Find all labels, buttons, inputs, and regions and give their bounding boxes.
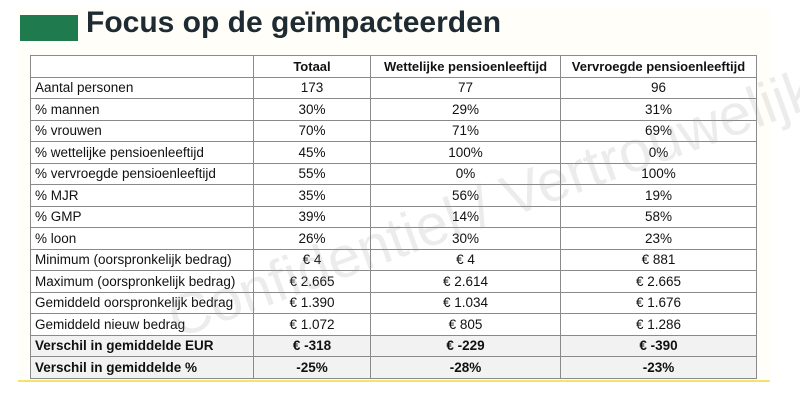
row-label: Minimum (oorspronkelijk bedrag) — [30, 248, 254, 271]
cell: 29% — [370, 98, 561, 121]
cell: 55% — [253, 162, 371, 185]
cell: 14% — [370, 205, 561, 228]
row-label: Verschil in gemiddelde % — [30, 356, 254, 379]
row-label: % MJR — [30, 184, 254, 207]
cell: 19% — [560, 184, 757, 207]
table-row: Verschil in gemiddelde % -25% -28% -23% — [30, 356, 757, 379]
cell: € 1.072 — [253, 313, 371, 336]
cell: 100% — [370, 141, 561, 164]
cell: 30% — [253, 98, 371, 121]
cell: 56% — [370, 184, 561, 207]
table-row: Aantal personen 173 77 96 — [30, 76, 757, 99]
cell: € 2.614 — [370, 270, 561, 293]
cell: 71% — [370, 119, 561, 142]
slide-title: Focus op de geïmpacteerden — [86, 6, 502, 39]
title-accent — [20, 15, 78, 41]
cell: 100% — [560, 162, 757, 185]
table-row: Gemiddeld oorspronkelijk bedrag € 1.390 € … — [30, 291, 757, 314]
row-label: % vervroegde pensioenleeftijd — [30, 162, 254, 185]
cell: 0% — [560, 141, 757, 164]
table-row: % MJR 35% 56% 19% — [30, 184, 757, 207]
table-row: Verschil in gemiddelde EUR € -318 € -229 € … — [30, 334, 757, 357]
cell: € -390 — [560, 334, 757, 357]
header-cell — [30, 55, 254, 78]
cell: € 2.665 — [560, 270, 757, 293]
table-row: % vervroegde pensioenleeftijd 55% 0% 100% — [30, 162, 757, 185]
cell: -23% — [560, 356, 757, 379]
cell: -25% — [253, 356, 371, 379]
header-row: Totaal Wettelijke pensioenleeftijd Vervroe… — [30, 55, 757, 78]
cell: 35% — [253, 184, 371, 207]
row-label: Aantal personen — [30, 76, 254, 99]
cell: 45% — [253, 141, 371, 164]
row-label: % vrouwen — [30, 119, 254, 142]
row-label: % GMP — [30, 205, 254, 228]
cell: 23% — [560, 227, 757, 250]
header-cell: Wettelijke pensioenleeftijd — [370, 55, 561, 78]
row-label: Verschil in gemiddelde EUR — [30, 334, 254, 357]
cell: 39% — [253, 205, 371, 228]
cell: 173 — [253, 76, 371, 99]
row-label: % wettelijke pensioenleeftijd — [30, 141, 254, 164]
row-label: Maximum (oorspronkelijk bedrag) — [30, 270, 254, 293]
table-row: Minimum (oorspronkelijk bedrag) € 4 € 4 € 8… — [30, 248, 757, 271]
cell: 96 — [560, 76, 757, 99]
cell: € 1.390 — [253, 291, 371, 314]
cell: 77 — [370, 76, 561, 99]
table-row: % vrouwen 70% 71% 69% — [30, 119, 757, 142]
table-row: % wettelijke pensioenleeftijd 45% 100% 0% — [30, 141, 757, 164]
cell: -28% — [370, 356, 561, 379]
cell: 69% — [560, 119, 757, 142]
cell: € -318 — [253, 334, 371, 357]
table-row: % GMP 39% 14% 58% — [30, 205, 757, 228]
cell: € 2.665 — [253, 270, 371, 293]
cell: 70% — [253, 119, 371, 142]
cell: € 4 — [253, 248, 371, 271]
cell: 31% — [560, 98, 757, 121]
cell: 30% — [370, 227, 561, 250]
cell: € 1.676 — [560, 291, 757, 314]
row-label: Gemiddeld oorspronkelijk bedrag — [30, 291, 254, 314]
header-cell: Totaal — [253, 55, 371, 78]
cell: € 1.034 — [370, 291, 561, 314]
row-label: % mannen — [30, 98, 254, 121]
cell: € -229 — [370, 334, 561, 357]
data-table: Totaal Wettelijke pensioenleeftijd Vervroe… — [30, 55, 757, 379]
cell: 58% — [560, 205, 757, 228]
table-row: Maximum (oorspronkelijk bedrag) € 2.665 € … — [30, 270, 757, 293]
cell: € 1.286 — [560, 313, 757, 336]
cell: € 805 — [370, 313, 561, 336]
row-label: % loon — [30, 227, 254, 250]
table-body: Aantal personen 173 77 96% mannen 30% 29% 31%%… — [30, 76, 757, 379]
table-row: Gemiddeld nieuw bedrag € 1.072 € 805 € 1.28… — [30, 313, 757, 336]
table-row: % mannen 30% 29% 31% — [30, 98, 757, 121]
cell: 0% — [370, 162, 561, 185]
table-row: % loon 26% 30% 23% — [30, 227, 757, 250]
row-label: Gemiddeld nieuw bedrag — [30, 313, 254, 336]
cell: € 4 — [370, 248, 561, 271]
header-cell: Vervroegde pensioenleeftijd — [560, 55, 757, 78]
cell: 26% — [253, 227, 371, 250]
cell: € 881 — [560, 248, 757, 271]
